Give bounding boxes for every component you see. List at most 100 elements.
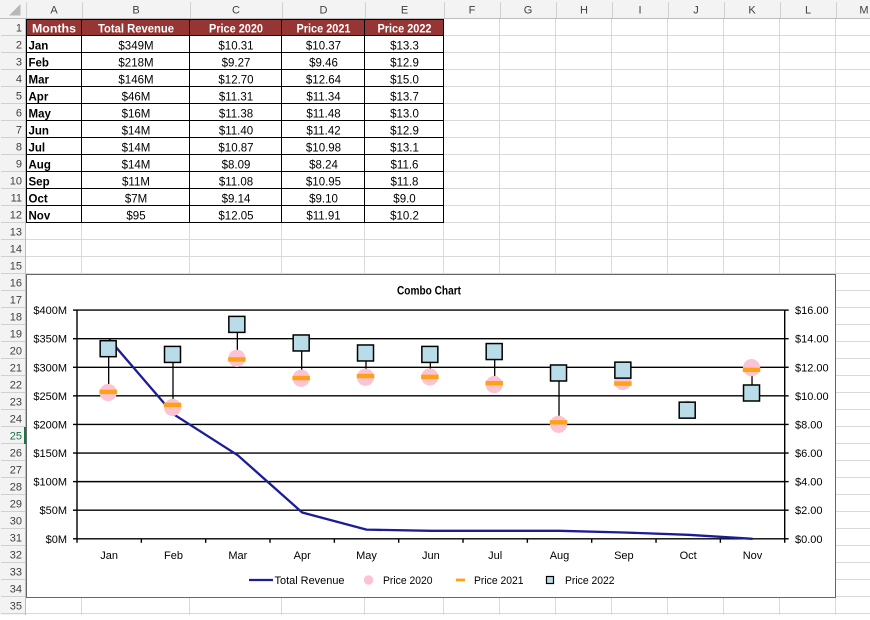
svg-text:$12.70: $12.70 [218, 74, 253, 86]
svg-text:$14M: $14M [122, 159, 151, 171]
svg-text:$0.00: $0.00 [795, 534, 823, 546]
svg-text:$200M: $200M [33, 419, 67, 431]
svg-text:$349M: $349M [118, 40, 153, 52]
svg-text:3: 3 [16, 57, 22, 69]
svg-text:$9.10: $9.10 [309, 193, 338, 205]
svg-text:$4.00: $4.00 [795, 477, 823, 489]
svg-text:33: 33 [10, 567, 22, 579]
svg-text:$10.98: $10.98 [306, 142, 341, 154]
svg-text:22: 22 [10, 380, 22, 392]
svg-text:20: 20 [10, 346, 22, 358]
svg-text:$9.0: $9.0 [393, 193, 415, 205]
svg-text:1: 1 [16, 23, 22, 35]
svg-text:Nov: Nov [743, 550, 763, 562]
svg-text:8: 8 [16, 142, 22, 154]
svg-text:$14M: $14M [122, 125, 151, 137]
svg-text:32: 32 [10, 550, 22, 562]
svg-text:M: M [859, 5, 868, 17]
svg-text:25: 25 [10, 431, 22, 443]
svg-text:Apr: Apr [29, 91, 49, 103]
svg-text:$9.27: $9.27 [222, 57, 251, 69]
svg-text:$11.38: $11.38 [219, 108, 253, 120]
svg-text:$16M: $16M [122, 108, 151, 120]
svg-text:Jan: Jan [100, 550, 118, 562]
svg-text:34: 34 [10, 584, 22, 596]
svg-text:31: 31 [10, 533, 22, 545]
svg-text:Aug: Aug [29, 159, 51, 171]
svg-text:$11.34: $11.34 [306, 91, 341, 103]
svg-text:Nov: Nov [29, 210, 51, 222]
svg-text:29: 29 [10, 499, 22, 511]
svg-text:Jul: Jul [488, 550, 502, 562]
svg-text:6: 6 [16, 108, 22, 120]
svg-text:12: 12 [10, 210, 22, 222]
svg-text:May: May [356, 550, 377, 562]
svg-text:$300M: $300M [33, 362, 67, 374]
svg-text:$11.6: $11.6 [391, 159, 419, 171]
svg-text:Total Revenue: Total Revenue [275, 575, 345, 587]
svg-text:$0M: $0M [46, 534, 67, 546]
svg-text:Jun: Jun [29, 125, 49, 137]
svg-text:$46M: $46M [122, 91, 151, 103]
svg-text:9: 9 [16, 159, 22, 171]
svg-text:24: 24 [10, 414, 22, 426]
svg-text:$250M: $250M [33, 391, 67, 403]
svg-text:$95: $95 [126, 210, 145, 222]
svg-text:$12.05: $12.05 [218, 210, 253, 222]
svg-text:K: K [748, 5, 756, 17]
svg-text:$12.9: $12.9 [390, 57, 419, 69]
svg-text:Jan: Jan [29, 40, 49, 52]
svg-text:J: J [693, 5, 699, 17]
svg-text:$15.0: $15.0 [390, 74, 419, 86]
svg-text:$9.14: $9.14 [222, 193, 251, 205]
svg-text:Jun: Jun [422, 550, 440, 562]
svg-text:F: F [469, 5, 476, 17]
svg-text:L: L [805, 5, 811, 17]
svg-text:Price 2021: Price 2021 [297, 23, 352, 35]
svg-text:$13.1: $13.1 [390, 142, 419, 154]
svg-text:$400M: $400M [33, 305, 67, 317]
svg-text:$13.3: $13.3 [390, 40, 419, 52]
svg-text:$10.31: $10.31 [218, 40, 253, 52]
svg-text:May: May [29, 108, 52, 120]
svg-text:$7M: $7M [125, 193, 147, 205]
svg-text:$12.64: $12.64 [306, 74, 342, 86]
svg-text:D: D [320, 5, 328, 17]
svg-text:$13.7: $13.7 [390, 91, 419, 103]
svg-text:$14M: $14M [122, 142, 151, 154]
svg-text:$10.00: $10.00 [795, 391, 829, 403]
svg-text:Total Revenue: Total Revenue [98, 23, 174, 35]
svg-text:$100M: $100M [33, 477, 67, 489]
svg-text:Oct: Oct [29, 193, 48, 205]
svg-text:$10.37: $10.37 [306, 40, 341, 52]
svg-text:2: 2 [16, 40, 22, 52]
svg-text:$11.8: $11.8 [391, 176, 419, 188]
svg-text:$8.24: $8.24 [309, 159, 338, 171]
svg-text:Sep: Sep [614, 550, 634, 562]
svg-text:$11.40: $11.40 [219, 125, 253, 137]
svg-text:Sep: Sep [29, 176, 50, 188]
svg-text:$8.09: $8.09 [222, 159, 251, 171]
svg-text:$150M: $150M [33, 448, 67, 460]
svg-text:26: 26 [10, 448, 22, 460]
svg-text:Price 2022: Price 2022 [565, 575, 615, 587]
svg-text:17: 17 [10, 295, 22, 307]
svg-text:$10.95: $10.95 [306, 176, 341, 188]
svg-text:23: 23 [10, 397, 22, 409]
svg-text:Price 2020: Price 2020 [383, 575, 433, 587]
svg-text:$12.9: $12.9 [390, 125, 419, 137]
svg-text:$16.00: $16.00 [795, 305, 829, 317]
svg-text:13: 13 [10, 227, 22, 239]
svg-text:Months: Months [32, 23, 76, 35]
svg-text:15: 15 [10, 261, 22, 273]
svg-text:$11.42: $11.42 [306, 125, 340, 137]
svg-text:27: 27 [10, 465, 22, 477]
svg-text:$9.46: $9.46 [309, 57, 338, 69]
svg-text:11: 11 [11, 193, 22, 205]
svg-text:H: H [580, 5, 588, 17]
svg-text:A: A [50, 5, 58, 17]
svg-text:E: E [401, 5, 408, 17]
svg-text:$14.00: $14.00 [795, 334, 829, 346]
svg-text:$10.2: $10.2 [390, 210, 419, 222]
svg-text:$11.48: $11.48 [306, 108, 340, 120]
